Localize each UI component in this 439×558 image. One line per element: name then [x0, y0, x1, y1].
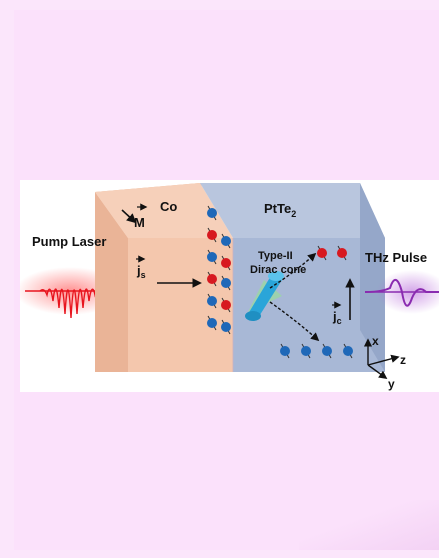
co-side-face	[95, 192, 128, 372]
axis-x-label: x	[372, 334, 379, 348]
spin-down	[207, 293, 217, 309]
co-label: Co	[160, 199, 177, 214]
spin-up	[221, 297, 231, 313]
spin-up	[221, 255, 231, 271]
ptte2-front-face	[233, 238, 385, 372]
coordinate-axes	[363, 338, 400, 379]
spin-down	[221, 275, 231, 291]
ptte2-top-face	[200, 183, 385, 238]
schematic-svg: Pump Laser THz Pulse Co PtTe2 M js jc Ty…	[20, 183, 439, 391]
magnetization-arrow	[121, 209, 137, 224]
deflected-spins-up	[317, 245, 347, 261]
spin-down	[301, 343, 311, 359]
pump-laser-label: Pump Laser	[32, 234, 106, 249]
ptte2-label-base: PtTe	[264, 201, 291, 216]
spin-current-label-subscript: s	[141, 270, 146, 280]
charge-current-label-subscript: c	[337, 316, 342, 326]
cone-label-line1: Type-II	[258, 250, 293, 262]
spin-down	[343, 343, 353, 359]
spin-up	[337, 245, 347, 261]
spin-down	[280, 343, 290, 359]
dirac-cone	[245, 271, 284, 321]
axis-z-label: z	[400, 353, 406, 367]
ptte2-side-face	[360, 183, 385, 372]
spin-current-label: js	[136, 263, 146, 280]
spin-down	[322, 343, 332, 359]
schematic-figure: Pump Laser THz Pulse Co PtTe2 M js jc Ty…	[20, 180, 439, 392]
ptte2-label-subscript: 2	[291, 209, 296, 219]
spin-up	[317, 245, 327, 261]
spin-current-label-base: j	[136, 263, 141, 278]
cone-label-line2: Dirac cone	[250, 264, 306, 276]
upper-deflection-arrow	[269, 252, 317, 289]
co-top-face-main	[95, 183, 233, 238]
ptte2-label: PtTe2	[264, 201, 296, 219]
charge-current-label: jc	[332, 309, 342, 326]
deflected-spins-down	[280, 343, 353, 359]
charge-current-label-base: j	[332, 309, 337, 324]
spin-down	[221, 233, 231, 249]
thz-pulse-label: THz Pulse	[365, 250, 427, 265]
spin-down	[221, 319, 231, 335]
spin-up	[207, 271, 217, 287]
interface-spins	[207, 205, 231, 335]
laser-pulse	[39, 288, 103, 319]
spin-down	[207, 249, 217, 265]
thz-pulse	[364, 279, 439, 307]
co-front-face	[128, 238, 233, 372]
magnetization-label: M	[134, 215, 145, 230]
spin-down	[207, 205, 217, 221]
spin-down	[207, 315, 217, 331]
spin-up	[207, 227, 217, 243]
axis-y-label: y	[388, 377, 395, 391]
corner-shade	[299, 500, 439, 550]
lower-deflection-arrow	[269, 301, 320, 342]
